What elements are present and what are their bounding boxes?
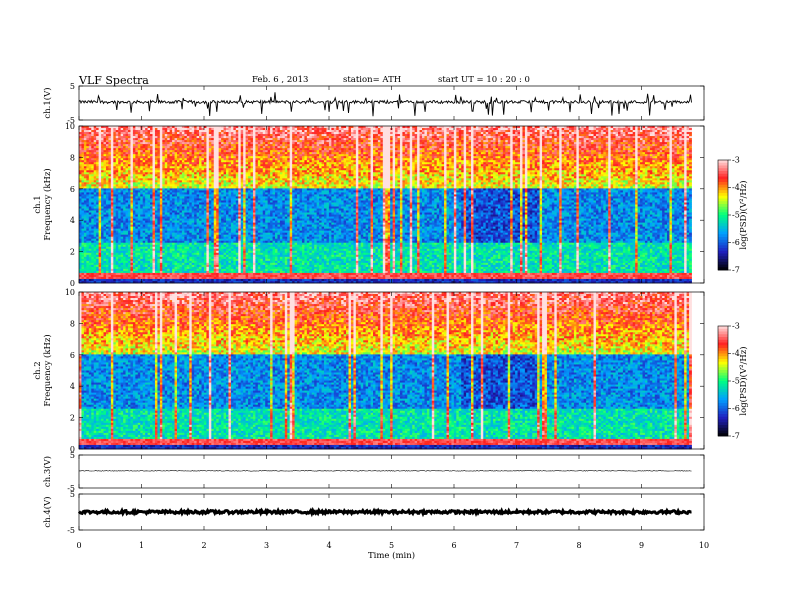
ch1-waveform-frame [79, 86, 704, 120]
ch1-spectrogram-cells [79, 126, 692, 283]
figure-header: VLF Spectra Feb. 6 , 2013 station= ATH s… [78, 74, 530, 87]
figure-title: VLF Spectra [78, 74, 149, 87]
ch1-waveform-trace [79, 92, 692, 116]
start-time-label: start UT = 10 : 20 : 0 [438, 75, 530, 85]
y-axis-label: ch.1(V) [42, 87, 53, 118]
ch1-waveform-panel: 5-5ch.1(V) [42, 82, 704, 125]
date-label: Feb. 6 , 2013 [252, 75, 308, 85]
y-tick-label: 5 [70, 82, 75, 91]
station-label: station= ATH [343, 75, 401, 85]
panels: 5-5ch.1(V)-3-4-5-6-7log(PSD)(V²/Hz)02468… [33, 82, 749, 535]
